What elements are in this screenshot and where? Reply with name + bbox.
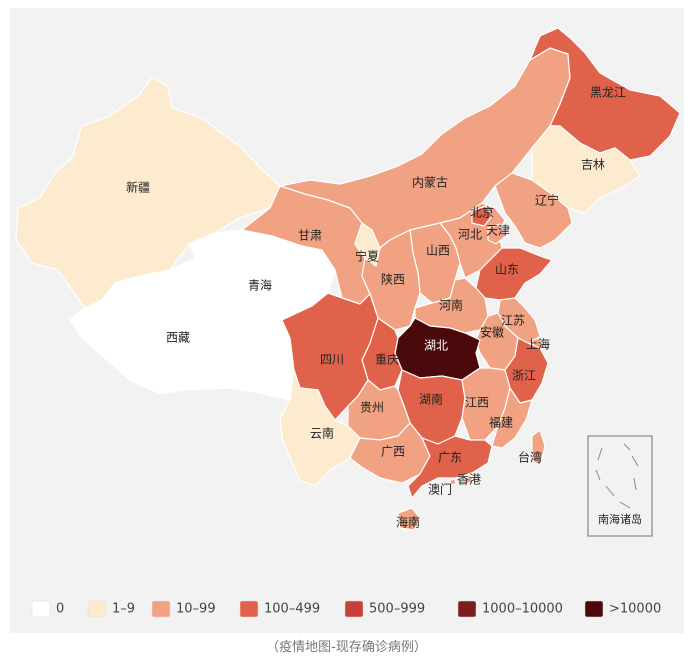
label-heilongjiang: 黑龙江 <box>590 86 626 100</box>
legend-swatch-3[interactable] <box>239 600 259 618</box>
label-xianggang: 香港 <box>457 473 481 487</box>
label-guangxi: 广西 <box>381 445 405 459</box>
legend-swatch-2[interactable] <box>151 600 171 618</box>
provinces-layer <box>15 27 681 531</box>
label-henan: 河南 <box>439 298 463 313</box>
label-hainan: 海南 <box>396 515 420 530</box>
province-hainan[interactable] <box>397 507 421 531</box>
province-aomen[interactable] <box>449 478 457 486</box>
china-map: 新疆 西藏 青海 甘肃 内蒙古 黑龙江 吉林 辽宁 北京 天津 河北 山西 山东… <box>15 27 681 618</box>
legend-swatch-4[interactable] <box>344 600 364 618</box>
inset-dashes <box>595 443 639 509</box>
legend-label-0: 0 <box>56 602 64 617</box>
label-aomen: 澳门 <box>428 482 452 497</box>
label-liaoning: 辽宁 <box>535 193 559 208</box>
label-jilin: 吉林 <box>581 158 605 172</box>
province-xianggang[interactable] <box>464 475 473 485</box>
inset-frame <box>587 435 653 537</box>
label-guangdong: 广东 <box>438 451 462 465</box>
label-xizang: 西藏 <box>166 331 190 345</box>
legend-label-5: 1000–10000 <box>482 602 563 617</box>
label-yunnan: 云南 <box>310 426 334 441</box>
label-xinjiang: 新疆 <box>126 180 150 195</box>
legend-swatch-1[interactable] <box>87 600 107 618</box>
province-taiwan[interactable] <box>531 429 546 467</box>
province-fujian[interactable] <box>491 387 533 449</box>
label-anhui: 安徽 <box>480 325 504 340</box>
legend-label-1: 1–9 <box>112 602 135 617</box>
label-taiwan: 台湾 <box>518 450 542 465</box>
label-tianjin: 天津 <box>486 224 510 238</box>
legend-label-2: 10–99 <box>176 602 216 617</box>
label-guizhou: 贵州 <box>360 401 384 415</box>
province-heilongjiang[interactable] <box>529 27 681 161</box>
labels-layer: 新疆 西藏 青海 甘肃 内蒙古 黑龙江 吉林 辽宁 北京 天津 河北 山西 山东… <box>126 86 626 530</box>
label-hubei: 湖北 <box>424 338 448 353</box>
label-fujian: 福建 <box>489 415 513 430</box>
label-hunan: 湖南 <box>419 392 443 407</box>
label-beijing: 北京 <box>470 206 494 220</box>
label-neimenggu: 内蒙古 <box>412 175 448 190</box>
label-sichuan: 四川 <box>320 353 344 367</box>
label-ningxia: 宁夏 <box>355 249 379 264</box>
legend-swatch-5[interactable] <box>457 600 477 618</box>
province-guangdong[interactable] <box>407 435 493 499</box>
province-beijing[interactable] <box>471 205 493 227</box>
label-qinghai: 青海 <box>248 278 272 293</box>
label-jiangsu: 江苏 <box>501 314 525 328</box>
province-tianjin[interactable] <box>487 223 507 245</box>
label-hebei: 河北 <box>458 228 482 242</box>
label-zhejiang: 浙江 <box>512 369 536 383</box>
label-shanghai: 上海 <box>526 337 550 352</box>
legend-swatch-6[interactable] <box>584 600 604 618</box>
legend-label-4: 500–999 <box>369 602 425 617</box>
south-china-sea-inset: 南海诸岛 <box>587 435 653 537</box>
legend: 0 1–9 10–99 100–499 500–999 1000–10000 >10000 <box>31 600 661 618</box>
inset-label: 南海诸岛 <box>598 512 642 526</box>
label-jiangxi: 江西 <box>465 396 489 410</box>
label-shanxi: 山西 <box>426 244 450 258</box>
legend-swatch-0[interactable] <box>31 600 51 618</box>
label-gansu: 甘肃 <box>298 229 322 243</box>
label-chongqing: 重庆 <box>375 353 399 367</box>
map-panel: 新疆 西藏 青海 甘肃 内蒙古 黑龙江 吉林 辽宁 北京 天津 河北 山西 山东… <box>10 8 684 633</box>
map-caption: （疫情地图-现存确诊病例） <box>266 640 427 655</box>
legend-label-6: >10000 <box>609 602 661 617</box>
label-shaanxi: 陕西 <box>381 272 405 287</box>
label-shandong: 山东 <box>495 263 519 277</box>
province-liaoning[interactable] <box>494 172 573 249</box>
legend-label-3: 100–499 <box>264 602 320 617</box>
